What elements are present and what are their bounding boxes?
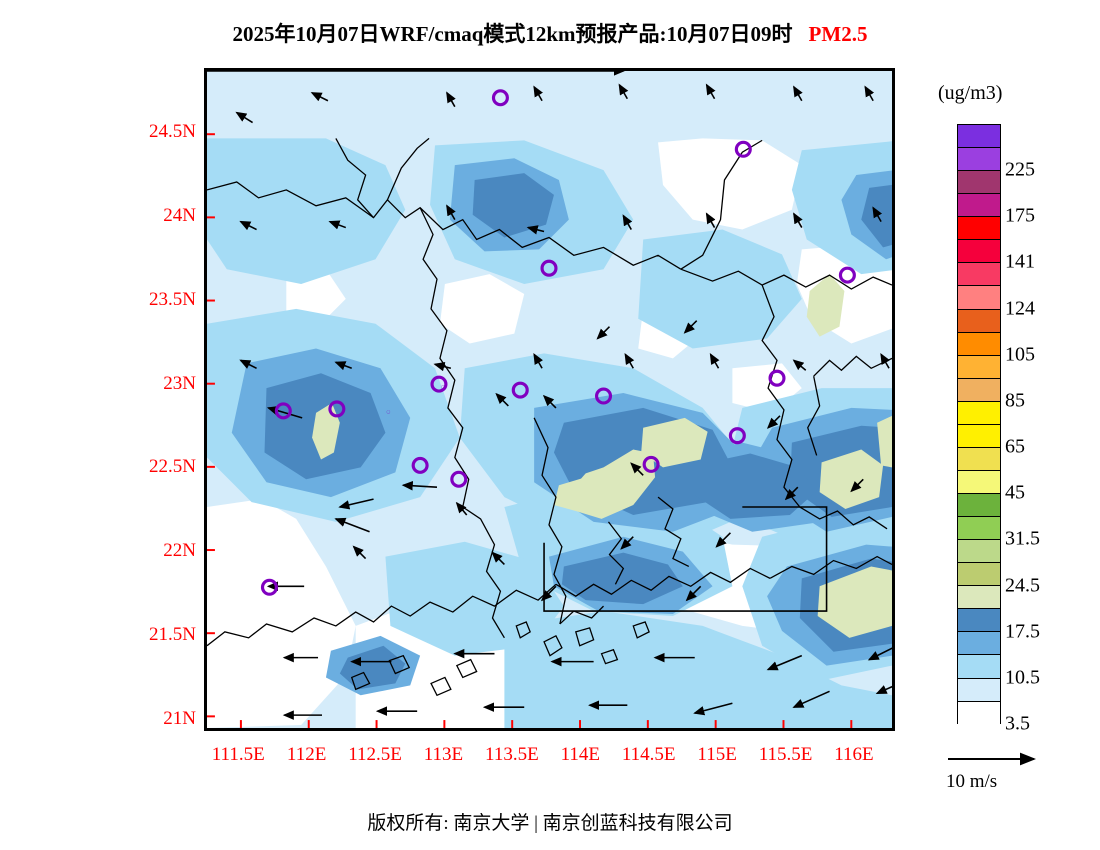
- colorbar-band-14: [958, 447, 1000, 471]
- x-tick-116E: 116E: [834, 744, 874, 765]
- colorbar-tick-175: 175: [1005, 204, 1035, 227]
- wind-scale-key: 10 m/s: [946, 745, 1056, 805]
- colorbar-band-15: [958, 470, 1000, 494]
- x-tick-113E: 113E: [423, 744, 464, 765]
- colorbar-band-11: [958, 378, 1000, 402]
- colorbar-tick-31.5: 31.5: [1005, 527, 1040, 550]
- colorbar-tick-65: 65: [1005, 435, 1025, 458]
- colorbar-band-18: [958, 540, 1000, 564]
- page-title: 2025年10月07日WRF/cmaq模式12km预报产品:10月07日09时 …: [0, 18, 1100, 48]
- x-tick-114E: 114E: [560, 744, 600, 765]
- colorbar-band-13: [958, 424, 1000, 448]
- colorbar-tick-141: 141: [1005, 250, 1035, 273]
- colorbar-band-6: [958, 263, 1000, 287]
- colorbar-tick-225: 225: [1005, 158, 1035, 181]
- x-axis-labels: 111.5E 112E 112.5E 113E 113.5E 114E 114.5E 115E…: [204, 744, 895, 770]
- y-tick-22N: 22N: [163, 540, 196, 562]
- x-tick-113.5E: 113.5E: [485, 744, 539, 765]
- colorbar-band-21: [958, 609, 1000, 633]
- x-tick-115E: 115E: [697, 744, 737, 765]
- y-tick-21N: 21N: [163, 708, 196, 730]
- colorbar-band-9: [958, 332, 1000, 356]
- y-tick-24N: 24N: [163, 204, 196, 226]
- y-tick-22.5N: 22.5N: [149, 456, 196, 478]
- colorbar-band-25: [958, 701, 1000, 725]
- colorbar-band-1: [958, 148, 1000, 172]
- title-main-text: 2025年10月07日WRF/cmaq模式12km预报产品:10月07日09时: [232, 22, 793, 46]
- x-tick-112.5E: 112.5E: [348, 744, 402, 765]
- colorbar-tick-85: 85: [1005, 389, 1025, 412]
- colorbar-band-8: [958, 309, 1000, 333]
- map-plot-frame[interactable]: [204, 68, 895, 731]
- x-tick-111.5E: 111.5E: [211, 744, 265, 765]
- wind-arrow-icon: [948, 752, 1036, 766]
- x-tick-112E: 112E: [286, 744, 327, 765]
- colorbar-tick-124: 124: [1005, 297, 1035, 320]
- colorbar-band-4: [958, 217, 1000, 241]
- colorbar-band-12: [958, 401, 1000, 425]
- colorbar-unit-label: (ug/m3): [938, 82, 1003, 104]
- wind-scale-label: 10 m/s: [946, 771, 998, 792]
- x-tick-115.5E: 115.5E: [758, 744, 813, 765]
- colorbar-tick-10.5: 10.5: [1005, 666, 1040, 689]
- colorbar-band-23: [958, 655, 1000, 679]
- colorbar-band-20: [958, 586, 1000, 610]
- colorbar-band-19: [958, 563, 1000, 587]
- title-species-text: PM2.5: [808, 22, 868, 46]
- colorbar-band-2: [958, 171, 1000, 195]
- colorbar-band-7: [958, 286, 1000, 310]
- colorbar-band-24: [958, 678, 1000, 702]
- colorbar-band-0: [958, 125, 1000, 149]
- colorbar-band-17: [958, 517, 1000, 541]
- y-tick-23.5N: 23.5N: [149, 288, 196, 310]
- copyright-footer: 版权所有: 南京大学 | 南京创蓝科技有限公司: [367, 813, 733, 834]
- city-marker-group: [260, 89, 856, 596]
- colorbar-band-3: [958, 194, 1000, 218]
- colorbar[interactable]: [957, 124, 1001, 725]
- colorbar-band-10: [958, 355, 1000, 379]
- colorbar-tick-3.5: 3.5: [1005, 712, 1030, 735]
- colorbar-band-5: [958, 240, 1000, 264]
- colorbar-tick-24.5: 24.5: [1005, 574, 1040, 597]
- y-tick-23N: 23N: [163, 372, 196, 394]
- colorbar-tick-105: 105: [1005, 343, 1035, 366]
- y-tick-21.5N: 21.5N: [149, 624, 196, 646]
- colorbar-tick-17.5: 17.5: [1005, 620, 1040, 643]
- map-canvas: [207, 71, 892, 728]
- colorbar-tick-45: 45: [1005, 481, 1025, 504]
- y-axis-labels: 24.5N 24N 23.5N 23N 22.5N 22N 21.5N 21N: [104, 68, 196, 731]
- x-tick-114.5E: 114.5E: [621, 744, 676, 765]
- colorbar-band-16: [958, 494, 1000, 518]
- colorbar-tick-labels: 225 175 141 124 105 85 65 45 31.5 24.5 17.5 10.5 3.5: [1005, 124, 1100, 735]
- y-tick-24.5N: 24.5N: [149, 120, 196, 142]
- colorbar-band-22: [958, 632, 1000, 656]
